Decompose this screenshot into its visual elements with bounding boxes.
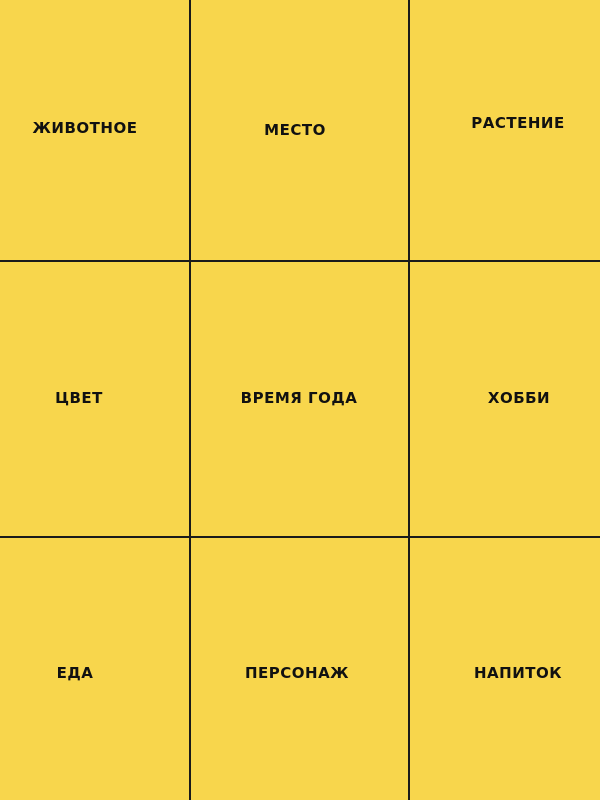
grid-line-vertical	[189, 0, 191, 800]
cell-label-drink: напиток	[473, 664, 563, 682]
cell-label-plant: растение	[471, 114, 565, 132]
grid-line-horizontal	[0, 536, 600, 538]
cell-label-place: место	[264, 121, 326, 139]
cell-label-character: персонаж	[244, 664, 350, 682]
grid-line-horizontal	[0, 260, 600, 262]
cell-label-hobby: хобби	[487, 389, 551, 407]
cell-label-food: еда	[56, 664, 94, 682]
cell-label-animal: животное	[32, 119, 138, 137]
grid-line-vertical	[408, 0, 410, 800]
cell-label-color: цвет	[55, 389, 103, 407]
cell-label-season: время года	[240, 389, 358, 407]
